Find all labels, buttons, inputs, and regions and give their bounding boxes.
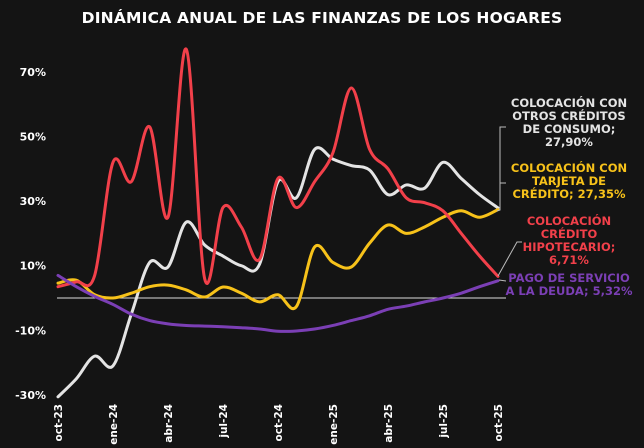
series-line-3 — [56, 273, 500, 333]
series-line-2 — [56, 47, 500, 289]
series-line-1 — [56, 208, 500, 311]
x-tick-label: abr-24 — [163, 404, 175, 443]
x-tick-label: oct-25 — [493, 404, 505, 441]
connector-servicio-deuda — [498, 279, 507, 282]
annotation-line: OTROS CRÉDITOS — [512, 109, 626, 123]
annotation-line: CRÉDITO; 27,35% — [512, 187, 626, 201]
y-tick-label: 10% — [20, 260, 46, 273]
x-tick-label: jul-25 — [438, 404, 450, 439]
annotation-line: DE CONSUMO; — [522, 122, 616, 136]
y-tick-label: 70% — [20, 66, 46, 79]
connector-hipotecario — [497, 241, 522, 277]
annotation-line: COLOCACIÓN CON — [510, 161, 628, 175]
chart-title: DINÁMICA ANUAL DE LAS FINANZAS DE LOS HO… — [81, 9, 563, 27]
y-tick-label: -10% — [15, 324, 46, 337]
annotation-line: 6,71% — [549, 253, 589, 267]
annotation-tarjeta: COLOCACIÓN CON TARJETA DE CRÉDITO; 27,35… — [494, 162, 644, 201]
annotation-line: COLOCACIÓN — [526, 214, 612, 228]
y-tick-label: 30% — [20, 195, 46, 208]
annotation-line: A LA DEUDA; 5,32% — [505, 284, 633, 298]
x-tick-label: ene-25 — [328, 404, 340, 445]
annotation-line: PAGO DE SERVICIO — [508, 271, 630, 285]
annotation-consumo: COLOCACIÓN CON OTROS CRÉDITOS DE CONSUMO… — [494, 97, 644, 149]
annotation-hipotecario: COLOCACIÓN CRÉDITO HIPOTECARIO; 6,71% — [494, 215, 644, 267]
annotation-line: 27,90% — [545, 135, 593, 149]
annotation-line: CRÉDITO — [540, 227, 598, 241]
annotation-line: HIPOTECARIO; — [522, 240, 616, 254]
annotation-servicio-deuda: PAGO DE SERVICIO A LA DEUDA; 5,32% — [494, 272, 644, 298]
x-tick-label: ene-24 — [108, 404, 120, 445]
annotation-line: TARJETA DE — [531, 174, 607, 188]
connector-consumo — [496, 126, 506, 212]
x-tick-label: jul-24 — [218, 404, 230, 439]
x-tick-label: oct-24 — [273, 404, 285, 441]
x-tick-label: abr-25 — [383, 404, 395, 443]
x-tick-label: oct-23 — [53, 404, 65, 441]
y-tick-label: 50% — [20, 131, 46, 144]
y-tick-label: -30% — [15, 389, 46, 402]
series-line-0 — [56, 146, 500, 399]
annotation-line: COLOCACIÓN CON — [510, 96, 628, 110]
